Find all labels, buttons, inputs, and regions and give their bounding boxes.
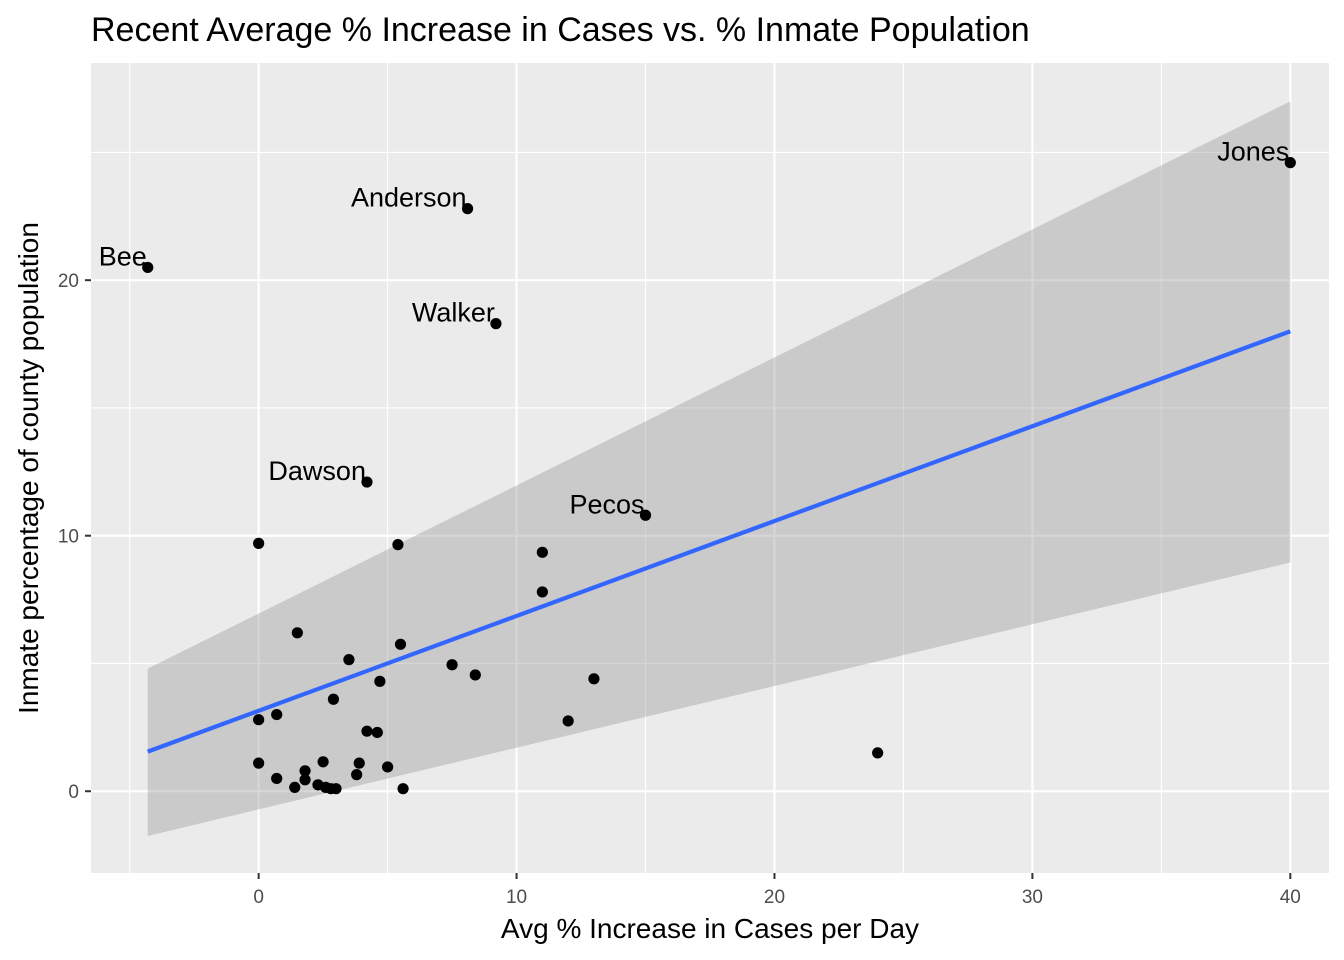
y-axis: 0 10 20 (58, 271, 91, 803)
data-point (371, 726, 383, 739)
data-point (142, 261, 154, 274)
data-point (299, 765, 311, 777)
confidence-band-layer (147, 101, 1291, 836)
minor-gridlines (91, 63, 1329, 873)
confidence-band (147, 101, 1291, 836)
point-label-layer: Bee Anderson Walker Dawson Pecos Jones (99, 137, 1290, 520)
x-tick-label: 30 (1022, 887, 1043, 908)
x-tick-label: 20 (764, 887, 785, 908)
data-point (271, 772, 283, 785)
data-point (361, 476, 373, 488)
point-label: Pecos (569, 489, 644, 519)
point-label: Bee (99, 241, 147, 271)
data-point (353, 757, 365, 769)
x-axis: 0 10 20 30 40 (253, 873, 1301, 908)
x-tick-label: 0 (253, 887, 264, 908)
data-point (562, 715, 574, 727)
data-point (253, 757, 265, 769)
data-point (343, 654, 355, 666)
data-point (291, 627, 303, 639)
panel-background (91, 63, 1329, 873)
data-point (446, 659, 458, 671)
trend-line-layer (147, 329, 1292, 754)
data-point (536, 586, 548, 598)
data-point (253, 714, 265, 726)
data-point (253, 537, 265, 549)
data-point (461, 203, 474, 215)
data-point (382, 761, 394, 773)
data-point (639, 509, 652, 521)
data-point (588, 673, 600, 685)
major-gridlines (91, 63, 1329, 873)
data-point (299, 774, 311, 786)
data-point (1284, 157, 1296, 169)
data-point (317, 756, 329, 768)
trend-line (147, 329, 1292, 754)
data-point (271, 708, 283, 721)
data-point (374, 675, 386, 687)
data-point (490, 318, 502, 330)
x-tick-label: 10 (506, 887, 527, 908)
point-label: Dawson (268, 456, 366, 486)
data-point (351, 769, 363, 781)
y-axis-title: Inmate percentage of county population (13, 222, 44, 714)
data-point (289, 781, 301, 794)
y-tick-label: 0 (68, 782, 79, 803)
data-point (397, 783, 409, 795)
data-point (469, 669, 481, 681)
point-layer (142, 157, 1296, 795)
point-label: Jones (1217, 137, 1289, 167)
chart-title: Recent Average % Increase in Cases vs. %… (91, 11, 1030, 49)
x-axis-title: Avg % Increase in Cases per Day (501, 913, 919, 944)
data-point (536, 546, 548, 558)
x-tick-label: 40 (1280, 887, 1301, 908)
data-point (361, 725, 373, 737)
data-point (392, 539, 404, 551)
y-tick-label: 20 (58, 271, 79, 292)
data-point (327, 693, 340, 705)
point-label: Anderson (351, 183, 467, 213)
data-point (394, 638, 407, 650)
data-point (330, 783, 342, 795)
y-tick-label: 10 (58, 527, 79, 548)
data-point (872, 747, 884, 759)
point-label: Walker (412, 298, 495, 328)
